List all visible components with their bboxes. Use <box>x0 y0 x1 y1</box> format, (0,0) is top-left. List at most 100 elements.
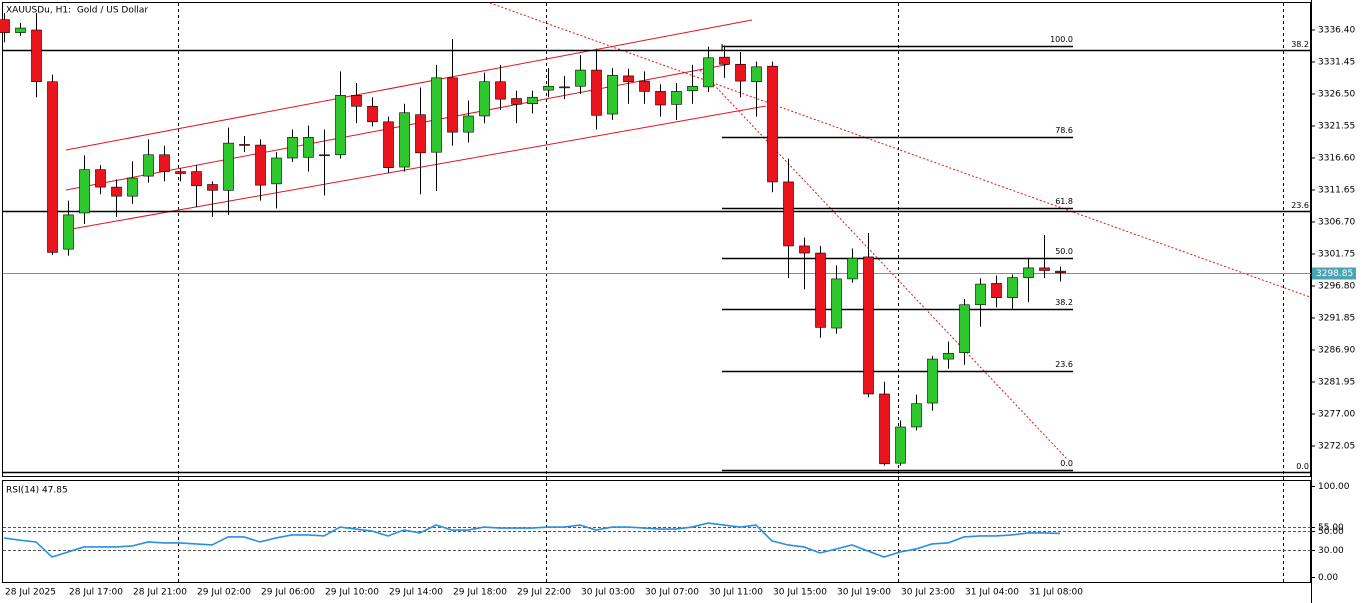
fib-label: 0.0 <box>1060 459 1073 468</box>
fib-label: 38.2 <box>1055 298 1073 307</box>
candle-body <box>447 77 458 133</box>
candle-body <box>687 85 698 92</box>
level-label: 0.0 <box>1296 462 1309 471</box>
rsi-tick-label: 100.00 <box>1318 482 1350 492</box>
y-tick-label: 3281.95 <box>1318 378 1355 388</box>
rsi-line <box>3 522 1061 558</box>
x-tick-label: 28 Jul 2025 <box>5 588 56 598</box>
candle-body <box>255 144 266 186</box>
candle-body <box>383 121 394 169</box>
bid-tag <box>1312 267 1356 280</box>
candle-body <box>511 98 522 105</box>
candle-body <box>271 157 282 185</box>
candle-body <box>847 257 858 280</box>
y-tick-label: 3331.45 <box>1318 57 1355 67</box>
candle-body <box>991 283 1002 298</box>
candle-body <box>159 154 170 172</box>
candle-body <box>591 69 602 116</box>
rsi-tick-label: 30.00 <box>1318 546 1344 556</box>
trend-line <box>699 69 1069 461</box>
fib-label: 61.8 <box>1055 197 1073 206</box>
candle-body <box>527 96 538 104</box>
y-tick-label: 3316.60 <box>1318 154 1355 164</box>
fib-label: 50.0 <box>1055 247 1073 256</box>
candle-body <box>879 393 890 465</box>
candle-body <box>831 278 842 329</box>
candle-body <box>767 65 778 183</box>
candle-body <box>559 86 570 89</box>
x-tick-label: 30 Jul 23:00 <box>901 588 955 598</box>
candle-body <box>47 81 58 253</box>
candle-body <box>639 80 650 92</box>
candle-body <box>1023 267 1034 278</box>
x-tick-label: 30 Jul 15:00 <box>773 588 827 598</box>
level-label: 23.6 <box>1291 201 1309 210</box>
indicator-title: RSI(14) 47.85 <box>6 486 68 496</box>
candle-body <box>415 114 426 154</box>
candle-body <box>0 19 10 33</box>
candle-body <box>495 81 506 100</box>
level-label: 38.2 <box>1291 40 1309 49</box>
candle-body <box>319 154 330 157</box>
candle-body <box>367 105 378 123</box>
candle-body <box>191 171 202 187</box>
candle-body <box>143 154 154 177</box>
fib-label: 78.6 <box>1055 126 1073 135</box>
candle-body <box>655 91 666 106</box>
candle-body <box>175 171 186 174</box>
x-tick-label: 31 Jul 04:00 <box>965 588 1019 598</box>
price-channel <box>65 19 767 231</box>
candle-body <box>799 245 810 254</box>
candle-body <box>1055 270 1066 274</box>
y-tick-label: 3286.90 <box>1318 346 1355 356</box>
candle-body <box>1039 267 1050 271</box>
x-tick-label: 29 Jul 18:00 <box>453 588 507 598</box>
candle-body <box>303 137 314 158</box>
candle-body <box>111 186 122 197</box>
candle-body <box>95 169 106 188</box>
x-tick-label: 29 Jul 10:00 <box>325 588 379 598</box>
candle-body <box>479 81 490 117</box>
trend-lines <box>489 2 1311 461</box>
period-separators <box>178 3 1284 582</box>
candle-body <box>127 177 138 197</box>
channel-lower <box>65 105 767 231</box>
y-tick-label: 3311.65 <box>1318 186 1355 196</box>
rsi-tick-label: 50.00 <box>1318 527 1344 537</box>
chart-title: XAUUSDu, H1: Gold / US Dollar <box>6 6 148 16</box>
candle-body <box>399 112 410 168</box>
x-tick-label: 29 Jul 14:00 <box>389 588 443 598</box>
candle-body <box>431 77 442 153</box>
trend-line <box>489 2 1311 298</box>
candle-body <box>79 169 90 214</box>
candle-body <box>815 252 826 328</box>
candle-body <box>31 29 42 83</box>
x-tick-label: 30 Jul 19:00 <box>837 588 891 598</box>
candle-body <box>463 115 474 133</box>
x-tick-label: 28 Jul 21:00 <box>133 588 187 598</box>
candle-body <box>223 142 234 191</box>
x-tick-label: 30 Jul 11:00 <box>709 588 763 598</box>
y-tick-label: 3301.75 <box>1318 250 1355 260</box>
candle-body <box>543 85 554 91</box>
candle-body <box>719 56 730 65</box>
candle-body <box>911 403 922 428</box>
x-tick-label: 30 Jul 07:00 <box>645 588 699 598</box>
candle-body <box>735 63 746 82</box>
candle-body <box>959 304 970 353</box>
candle-body <box>575 69 586 87</box>
candle-body <box>863 256 874 395</box>
candle-body <box>239 144 250 146</box>
y-tick-label: 3336.40 <box>1318 25 1355 35</box>
candle-body <box>1007 277 1018 298</box>
y-tick-label: 3272.05 <box>1318 442 1355 452</box>
rsi-tick-label: 0.00 <box>1318 573 1338 583</box>
candle-body <box>351 94 362 107</box>
x-tick-label: 29 Jul 06:00 <box>261 588 315 598</box>
candle-body <box>783 181 794 247</box>
candle-body <box>607 74 618 115</box>
